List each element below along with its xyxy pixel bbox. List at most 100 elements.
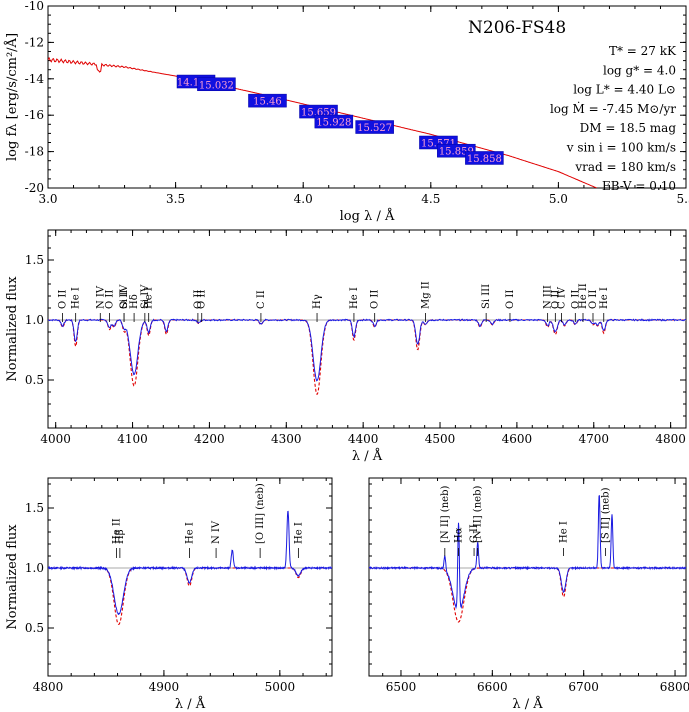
line-label: Si IV [140,284,151,309]
line-label: N IV [211,520,222,544]
y-tick-label: -14 [25,72,45,86]
line-label: O II [193,290,204,309]
line-label: Si III [481,284,492,309]
photometry-label: 15.527 [357,123,392,134]
y-tick-label: -20 [25,181,44,195]
y-axis-label: Normalized flux [5,524,20,630]
photometry-label: 15.659 [301,108,336,119]
photometry-box [465,151,504,165]
x-tick-label: 5.5 [676,192,689,206]
photometry-label: 15.859 [439,147,474,158]
y-tick-label: 1.5 [25,501,44,515]
line-label: O II [505,290,516,309]
x-tick-label: 6700 [568,680,599,694]
line-label: O II [550,290,561,309]
param-line: log g* = 4.0 [603,63,676,77]
line-label: O II [588,290,599,309]
x-axis-label: λ / Å [352,448,383,464]
line-label: He I [184,522,195,544]
photometry-label: 15.46 [253,97,282,108]
photometry-box [355,120,394,134]
star-name: N206-FS48 [468,18,566,38]
observed-spectrum [48,318,686,382]
x-tick-label: 4500 [425,432,456,446]
line-label: Hα [454,527,465,543]
y-tick-label: -12 [25,35,44,49]
line-label: N III [543,285,554,309]
line-label: He I [293,522,304,544]
line-label: C IV [556,286,567,309]
model-spectrum [48,567,332,626]
y-tick-label: 0.5 [25,621,44,635]
x-axis-label: λ / Å [175,696,206,712]
line-label: [N II] (neb) [440,486,451,543]
x-tick-label: 4700 [578,432,609,446]
x-tick-label: 4.0 [294,192,313,206]
observed-spectrum [48,510,332,615]
y-tick-label: 1.5 [25,253,44,267]
line-label: He I [71,287,82,309]
x-tick-label: 6600 [477,680,508,694]
x-tick-label: 3.5 [166,192,185,206]
y-tick-label: -10 [25,0,44,13]
axes-frame [47,229,687,429]
y-tick-label: -18 [25,145,44,159]
y-tick-label: 1.0 [25,561,44,575]
line-label: C II [256,290,267,309]
param-line: T* = 27 kK [609,44,677,58]
x-tick-label: 6500 [386,680,417,694]
stellar-parameters: T* = 27 kK log g* = 4.0 log L* = 4.40 L⊙ lo… [550,44,677,193]
line-label: Hδ [129,294,140,309]
line-label: Mg II [420,281,431,309]
photometry-box [248,93,287,108]
y-axis-label: log fλ [erg/s/cm²/Å] [4,33,20,161]
photometry-box [197,77,236,92]
x-tick-label: 4100 [117,432,148,446]
line-label: C II [469,524,480,543]
param-line: EB-V = 0.10 [602,179,676,193]
photometry-label: 15.928 [316,118,351,129]
x-tick-label: 5000 [265,680,296,694]
line-label: O II [58,290,69,309]
y-tick-label: -16 [25,108,44,122]
line-label: N IV [95,285,106,309]
hbeta-panel: 4800 4900 5000 0.5 1.0 1.5 λ / Å Normalized flu… [5,477,333,712]
param-line: v sin i = 100 km/s [566,141,676,155]
line-label: He I [144,287,155,309]
x-tick-label: 4600 [502,432,533,446]
x-tick-label: 4300 [271,432,302,446]
line-label: O II [197,290,208,309]
photometry-label: 15.032 [199,80,234,91]
x-axis-label: log λ / Å [340,208,395,224]
line-label: Hγ [312,294,323,309]
photometry-box [314,114,354,129]
observed-spectrum [369,495,686,610]
line-label: Hβ [115,529,126,544]
x-tick-label: 5.0 [549,192,568,206]
line-label: [S II] (neb) [601,487,612,543]
photometry-label: 14.15.0 [177,78,215,89]
line-label: He I [599,287,610,309]
param-line: vrad = 180 km/s [574,160,676,174]
x-tick-label: 4.5 [421,192,440,206]
param-line: log L* = 4.40 L⊙ [573,83,676,97]
x-tick-label: 4800 [33,680,64,694]
line-label: O II [370,290,381,309]
line-label: O II [570,290,581,309]
y-tick-label: 1.0 [25,313,44,327]
x-tick-label: 4000 [40,432,71,446]
x-tick-label: 4900 [149,680,180,694]
model-spectrum [48,319,686,395]
x-tick-label: 4200 [194,432,225,446]
y-tick-label: 0.5 [25,373,44,387]
line-label: He I [559,521,570,543]
photometry-label: 15.858 [467,154,502,165]
model-spectrum [369,567,686,623]
line-label: O II [119,290,130,309]
x-tick-label: 6800 [660,680,689,694]
x-tick-label: 4800 [655,432,686,446]
param-line: DM = 18.5 mag [580,121,677,135]
line-label: [N II] (neb) [473,486,484,543]
x-tick-label: 3.0 [38,192,57,206]
